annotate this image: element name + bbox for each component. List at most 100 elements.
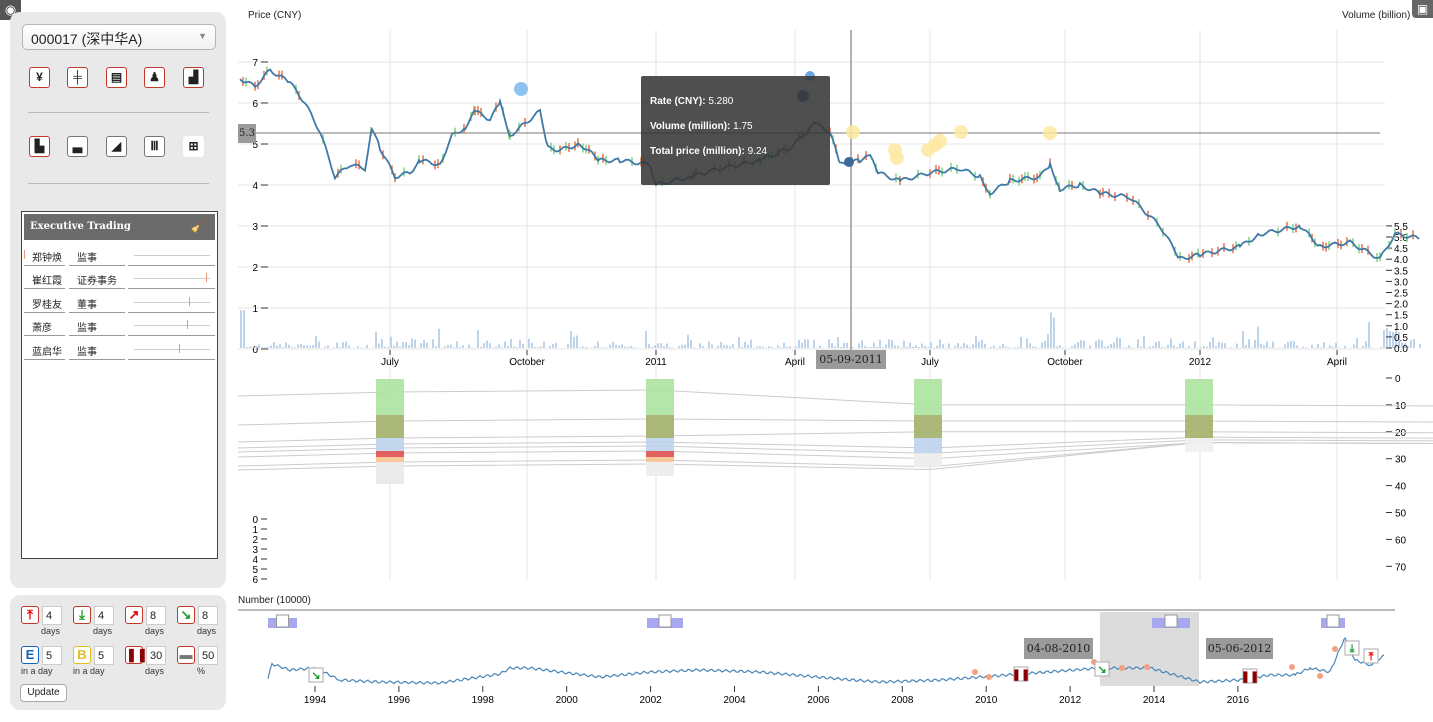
- volume-bar: [537, 347, 539, 348]
- volume-bar: [840, 347, 842, 348]
- area-chart-icon[interactable]: ◢: [106, 136, 127, 157]
- volume-bar: [339, 347, 341, 348]
- fence-icon[interactable]: Ⅲ: [144, 136, 165, 157]
- volume-bar: [1140, 346, 1142, 348]
- volume-bar: [1251, 347, 1253, 348]
- volume-bar: [843, 342, 845, 348]
- update-button[interactable]: Update: [20, 684, 67, 702]
- volume-bar: [798, 339, 800, 348]
- volume-bar: [348, 345, 350, 348]
- hover-price-label: 5.3: [238, 124, 256, 143]
- volume-bar: [276, 345, 278, 348]
- rank-segment: [376, 415, 404, 438]
- volume-bar: [1173, 345, 1175, 348]
- param-input[interactable]: 30: [146, 646, 166, 665]
- volume-bar: [981, 339, 983, 348]
- volume-bar: [666, 343, 668, 348]
- volume-bar: [1071, 346, 1073, 348]
- volume-bar: [927, 346, 929, 348]
- volume-bar: [921, 343, 923, 348]
- year-tick-label: 2002: [639, 695, 662, 706]
- volume-bar: [282, 347, 284, 348]
- stock-select[interactable]: 000017 (深中华A) ▼: [22, 24, 216, 50]
- volume-bar: [384, 346, 386, 348]
- brush-end-label: 05-06-2012: [1206, 638, 1273, 659]
- volume-bar: [594, 346, 596, 348]
- gift-icon[interactable]: ⊞: [183, 136, 204, 157]
- volume-bar: [861, 340, 863, 348]
- volume-bar: [573, 336, 575, 348]
- volume-bar: [942, 344, 944, 348]
- rank-segment: [1185, 438, 1213, 452]
- rank-segment: [376, 457, 404, 462]
- rank-segment: [914, 379, 942, 415]
- yen-icon[interactable]: ¥: [29, 67, 50, 88]
- rank-segment: [914, 438, 942, 453]
- documents-icon[interactable]: ▤: [106, 67, 127, 88]
- cursor-date-label: 05-09-2011: [816, 350, 886, 369]
- ascending-bars-icon[interactable]: ▃: [67, 136, 88, 157]
- rank-line: [237, 418, 1433, 426]
- volume-bar: [1080, 340, 1082, 348]
- broom-icon[interactable]: 🧹: [190, 219, 207, 234]
- volume-bar: [1161, 346, 1163, 348]
- executive-row[interactable]: 崔红霞 证券事务: [24, 268, 215, 290]
- executive-row[interactable]: 萧彦 监事: [24, 315, 215, 337]
- trade-dot: [1144, 664, 1150, 670]
- count-tick-label: 6: [252, 575, 258, 586]
- executive-row[interactable]: 罗桂友 董事: [24, 292, 215, 313]
- volume-tick-label: 1.5: [1394, 311, 1408, 322]
- rise-icon[interactable]: ↗: [125, 606, 143, 624]
- param-input[interactable]: 4: [94, 606, 114, 625]
- param-unit: in a day: [21, 666, 53, 676]
- volume-bar: [309, 345, 311, 348]
- volume-bar: [249, 346, 251, 348]
- volume-bar: [516, 347, 518, 348]
- volume-bar: [1386, 328, 1388, 348]
- volume-bar: [1074, 344, 1076, 348]
- volume-tick-label: 1.0: [1394, 322, 1408, 333]
- stacked-bar-icon[interactable]: ▙: [29, 136, 50, 157]
- volume-bar: [390, 336, 392, 348]
- volume-bar: [1089, 345, 1091, 348]
- limit-down-icon[interactable]: ⤓: [73, 606, 91, 624]
- volume-bar: [579, 347, 581, 348]
- executive-name: 萧彦: [32, 323, 52, 335]
- param-input[interactable]: 5: [42, 646, 62, 665]
- executive-row[interactable]: 郑钟焕 监事: [24, 245, 215, 266]
- executive-name: 蓝启华: [32, 346, 62, 358]
- executive-row[interactable]: 蓝启华 监事: [24, 339, 215, 360]
- volume-bar: [1143, 336, 1145, 348]
- volume-bar: [270, 345, 272, 348]
- candlestick-icon[interactable]: ╪: [67, 67, 88, 88]
- chevron-down-icon: ▼: [198, 31, 207, 41]
- param-input[interactable]: 8: [198, 606, 218, 625]
- volume-bar: [1332, 346, 1334, 348]
- param-unit: days: [93, 626, 113, 636]
- limit-up-icon[interactable]: ⤒: [21, 606, 39, 624]
- volume-bar: [1155, 342, 1157, 348]
- fall-icon[interactable]: ↘: [177, 606, 195, 624]
- volume-bar: [930, 342, 932, 348]
- executive-icon[interactable]: ♟: [144, 67, 165, 88]
- param-input[interactable]: 4: [42, 606, 62, 625]
- volume-bar: [807, 339, 809, 348]
- bar-chart-icon[interactable]: ▟: [183, 67, 204, 88]
- suspension-icon[interactable]: ❚❚: [125, 646, 148, 664]
- rank-segment: [376, 451, 404, 457]
- factory-icon[interactable]: ▬: [177, 646, 195, 664]
- volume-bar: [828, 339, 830, 348]
- executive-e-icon[interactable]: E: [21, 646, 39, 664]
- volume-tick-label: 5.0: [1394, 233, 1408, 244]
- volume-bar: [1044, 340, 1046, 348]
- presentation-icon[interactable]: ▣: [1412, 0, 1433, 18]
- volume-bar: [801, 342, 803, 348]
- rank-tick-label: 30: [1395, 455, 1407, 466]
- param-input[interactable]: 5: [94, 646, 114, 665]
- volume-bar: [867, 347, 869, 348]
- param-input[interactable]: 50: [198, 646, 218, 665]
- block-b-icon[interactable]: B: [73, 646, 91, 664]
- volume-bar: [1221, 342, 1223, 348]
- param-input[interactable]: 8: [146, 606, 166, 625]
